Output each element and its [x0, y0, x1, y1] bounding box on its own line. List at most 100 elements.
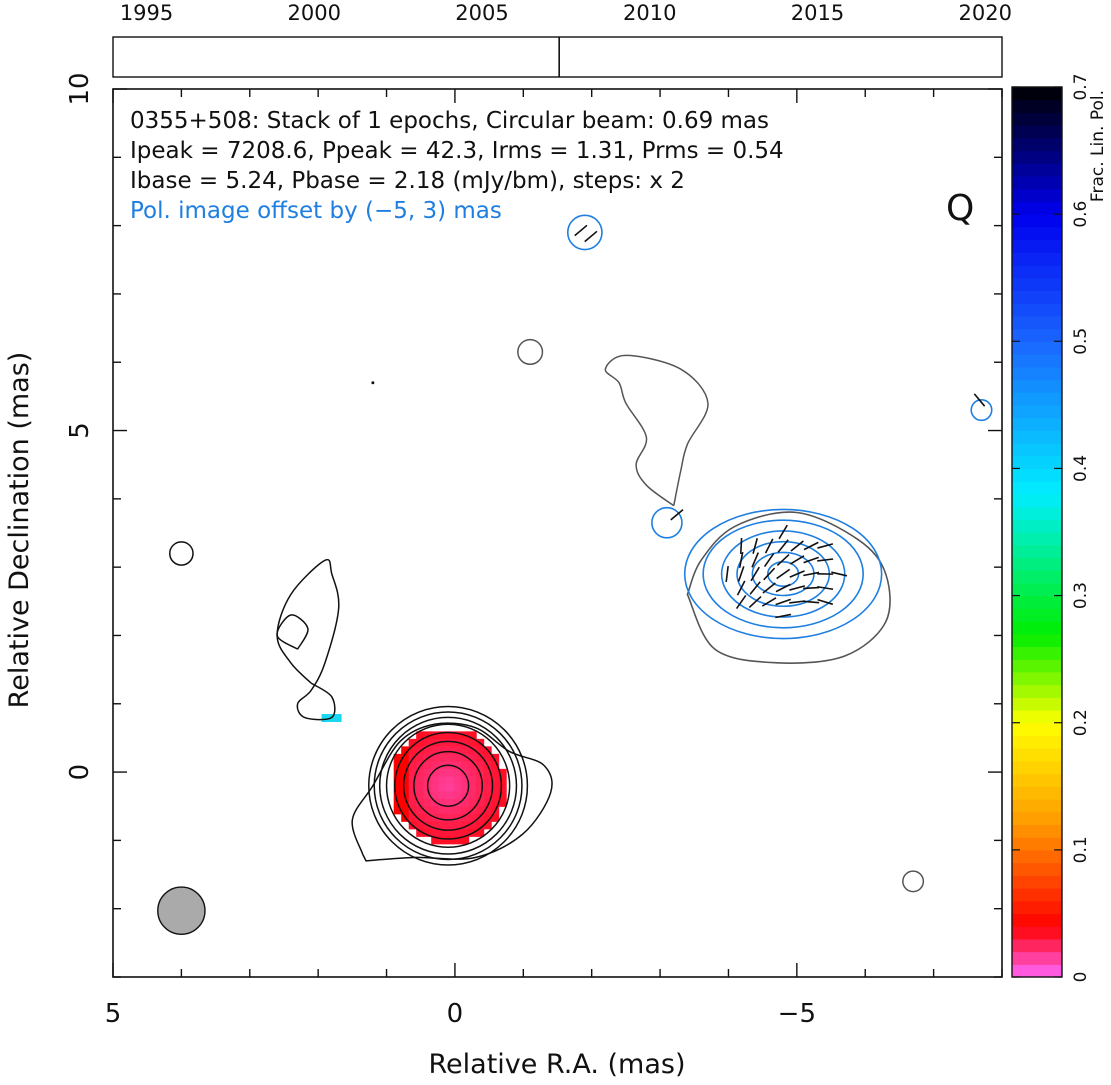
frac-pixel: [476, 821, 485, 830]
evpa-tick: [584, 230, 598, 243]
frac-pixel: [476, 798, 485, 807]
core-contour: [378, 716, 518, 855]
frac-pixel: [438, 836, 447, 845]
colorbar-segment: [1012, 277, 1062, 292]
evpa-tick: [803, 541, 819, 551]
frac-pixel: [438, 798, 447, 807]
frac-pixel: [416, 776, 425, 785]
frac-pixel: [438, 731, 447, 740]
colorbar-segment: [1012, 443, 1062, 457]
evpa-tick: [762, 582, 776, 594]
colorbar-title: Frac. Lin. Pol.: [1088, 90, 1108, 202]
frac-pixel: [491, 783, 500, 792]
year-tick-label: 2015: [791, 1, 844, 25]
frac-pixel: [468, 731, 477, 740]
colorbar-segment: [1012, 671, 1062, 686]
colorbar-segment: [1012, 875, 1062, 889]
frac-pixel: [461, 806, 470, 815]
colorbar-tick-label: 0: [1071, 972, 1091, 983]
jet-inner-contour: [276, 614, 309, 650]
band-label: Q: [946, 188, 974, 229]
x-tick-label: −5: [778, 999, 816, 1029]
frac-pixel: [401, 746, 410, 755]
frac-pixel: [461, 813, 470, 822]
frac-pixel: [393, 768, 402, 777]
frac-pixel: [476, 753, 485, 762]
frac-pixel: [446, 813, 455, 822]
frac-pixel: [491, 753, 500, 762]
frac-pixel: [453, 731, 462, 740]
colorbar-segment: [1012, 532, 1062, 546]
y-tick-label: 0: [65, 764, 95, 781]
year-tick-label: 2000: [288, 1, 341, 25]
frac-pixel: [401, 753, 410, 762]
colorbar-segment: [1012, 938, 1062, 953]
frac-pixel: [483, 798, 492, 807]
colorbar-segment: [1012, 252, 1062, 266]
colorbar-segment: [1012, 900, 1062, 915]
frac-pixel: [431, 828, 440, 837]
colorbar-segment: [1012, 595, 1062, 609]
colorbar-segment: [1012, 137, 1062, 152]
core-contour: [385, 723, 511, 848]
evpa-tick: [789, 570, 805, 578]
colorbar-tick-label: 0.5: [1071, 328, 1091, 355]
colorbar-segment: [1012, 392, 1062, 406]
frac-pixel: [438, 746, 447, 755]
colorbar-tick-label: 0.7: [1071, 73, 1091, 100]
colorbar-segment: [1012, 748, 1062, 762]
frac-pixel: [401, 798, 410, 807]
frac-pixel: [431, 746, 440, 755]
frac-pixel: [438, 828, 447, 837]
frac-pixel: [461, 791, 470, 800]
frac-pixel: [453, 746, 462, 755]
frac-pixel: [483, 806, 492, 815]
evpa-tick: [775, 583, 791, 593]
evpa-tick: [736, 580, 746, 596]
blob-contour: [169, 541, 194, 566]
frac-pixel: [491, 791, 500, 800]
frac-pixel: [438, 783, 447, 792]
frac-pixel: [416, 806, 425, 815]
colorbar-segment: [1012, 341, 1062, 355]
frac-pixel: [416, 791, 425, 800]
evpa-tick: [763, 567, 776, 581]
frac-pixel: [476, 828, 485, 837]
evpa-tick: [574, 224, 588, 237]
colorbar-segment: [1012, 570, 1062, 584]
frac-pixel: [438, 813, 447, 822]
frac-pixel: [468, 776, 477, 785]
evpa-tick: [752, 538, 759, 554]
frac-pixel: [408, 798, 417, 807]
colorbar-segment: [1012, 265, 1062, 279]
y-axis-title: Relative Declination (mas): [4, 352, 35, 709]
frac-pixel: [483, 813, 492, 822]
frac-pixel: [401, 783, 410, 792]
frac-pixel: [408, 791, 417, 800]
frac-pixel: [416, 753, 425, 762]
evpa-tick: [817, 543, 834, 549]
info-line-1: 0355+508: Stack of 1 epochs, Circular be…: [130, 108, 769, 134]
colorbar-segment: [1012, 125, 1062, 139]
evpa-tick: [776, 568, 791, 580]
core-contour: [393, 731, 503, 840]
frac-pixel: [438, 791, 447, 800]
colorbar-segment: [1012, 926, 1062, 940]
frac-pixel: [453, 776, 462, 785]
frac-pixel: [476, 776, 485, 785]
colorbar-segment: [1012, 722, 1062, 737]
frac-pixel: [438, 821, 447, 830]
colorbar-segment: [1012, 684, 1062, 698]
frac-pixel: [431, 731, 440, 740]
evpa-tick: [775, 598, 791, 606]
frac-pixel: [393, 806, 402, 815]
evpa-tick: [790, 540, 804, 552]
frac-pixel: [423, 738, 432, 747]
frac-pixel: [453, 828, 462, 837]
colorbar-tick-label: 0.4: [1071, 455, 1091, 482]
frac-pixel: [468, 746, 477, 755]
evpa-tick: [789, 585, 806, 591]
plot-border: [112, 88, 1003, 978]
colorbar-segment: [1012, 201, 1062, 215]
frac-pixel: [491, 761, 500, 770]
